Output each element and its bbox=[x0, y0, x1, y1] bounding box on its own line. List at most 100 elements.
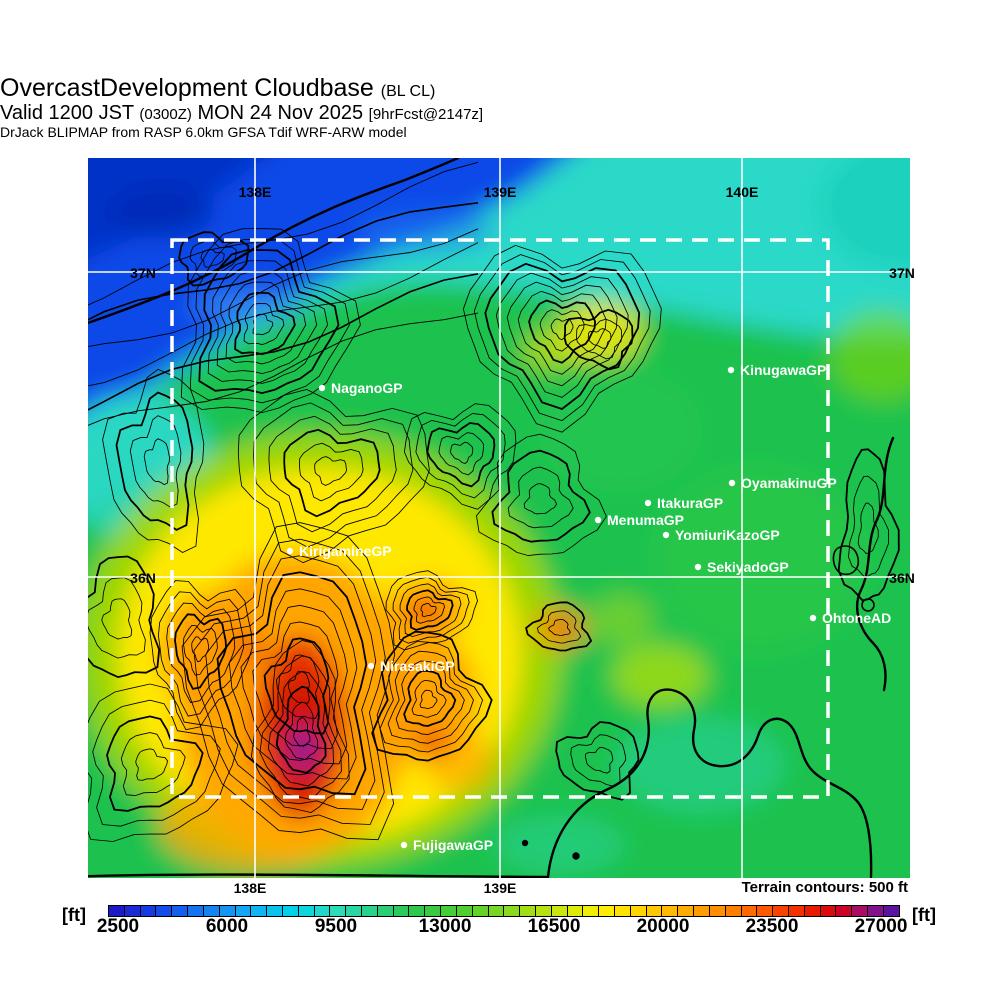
terrain-contour bbox=[495, 272, 629, 398]
terrain-contour bbox=[411, 680, 447, 718]
terrain-contour bbox=[399, 583, 462, 638]
terrain-contour bbox=[240, 604, 348, 765]
terrain-contour bbox=[403, 669, 457, 727]
site-label: NaganoGP bbox=[331, 380, 403, 396]
terrain-contour bbox=[575, 318, 623, 360]
terrain-contour bbox=[462, 244, 662, 433]
colorbar-segment bbox=[362, 906, 378, 916]
terrain-contour bbox=[243, 303, 285, 345]
terrain-contour bbox=[857, 502, 879, 554]
terrain-contour bbox=[181, 522, 396, 841]
colorbar-segment bbox=[694, 906, 710, 916]
colorbar-segment bbox=[156, 906, 173, 916]
terrain-contour bbox=[283, 428, 381, 518]
terrain-contour bbox=[216, 571, 368, 796]
colorbar-segment bbox=[883, 906, 899, 916]
colorbar-segment bbox=[219, 906, 236, 916]
colorbar-segment bbox=[172, 906, 189, 916]
terrain-contour bbox=[88, 577, 146, 659]
terrain-contour bbox=[539, 309, 585, 352]
lake-outline bbox=[832, 545, 860, 576]
terrain-contour bbox=[406, 589, 454, 631]
page-title: OvercastDevelopment Cloudbase (BL CL) bbox=[0, 76, 1000, 101]
terrain-contour bbox=[88, 555, 161, 679]
colorbar-segment bbox=[646, 906, 663, 916]
colorbar-unit-left: [ft] bbox=[62, 905, 86, 925]
colorbar-segment bbox=[267, 906, 283, 916]
terrain-contour bbox=[387, 650, 474, 744]
colorbar-segment bbox=[330, 906, 347, 916]
longitude-label: 139E bbox=[484, 184, 517, 200]
terrain-contour bbox=[525, 601, 593, 652]
site-label: KinugawaGP bbox=[740, 362, 826, 378]
colorbar-segment bbox=[551, 906, 568, 916]
colorbar-segment bbox=[678, 906, 695, 916]
terrain-contour bbox=[587, 328, 612, 349]
colorbar-segment bbox=[741, 906, 758, 916]
terrain-contour bbox=[92, 699, 221, 827]
islet bbox=[861, 598, 875, 612]
terrain-contour bbox=[473, 254, 651, 422]
title-main: OvercastDevelopment Cloudbase bbox=[0, 74, 374, 102]
terrain-contour bbox=[180, 228, 361, 414]
colorbar-segment bbox=[282, 906, 299, 916]
colorbar-segment bbox=[346, 906, 362, 916]
terrain-contour bbox=[314, 456, 348, 486]
site-dot-icon bbox=[594, 516, 602, 524]
terrain-contour bbox=[523, 483, 558, 515]
terrain-contour bbox=[88, 683, 239, 842]
valid-prefix: Valid 1200 JST bbox=[0, 102, 134, 124]
terrain-contour bbox=[198, 249, 340, 395]
site-label: SekiyadoGP bbox=[707, 559, 789, 575]
terrain-contour bbox=[88, 273, 479, 411]
site-dot-icon bbox=[286, 547, 294, 555]
colorbar-segment bbox=[630, 906, 647, 916]
colorbar-segment bbox=[425, 906, 442, 916]
terrain-contour bbox=[438, 432, 485, 476]
colorbar-segment bbox=[520, 906, 536, 916]
colorbar-segment bbox=[599, 906, 615, 916]
terrain-contour bbox=[293, 717, 311, 747]
colorbar-tick-label: 9500 bbox=[314, 916, 358, 937]
terrain-contour bbox=[491, 449, 591, 543]
colorbar-segment bbox=[615, 906, 631, 916]
valid-zulu: (0300Z) bbox=[139, 106, 192, 123]
terrain-contour bbox=[166, 602, 236, 703]
colorbar-segment bbox=[725, 906, 742, 916]
coastline-japan-sea bbox=[88, 158, 460, 325]
colorbar-tick-label: 6000 bbox=[205, 916, 249, 937]
colorbar-segment bbox=[852, 906, 868, 916]
longitude-label: 138E bbox=[239, 184, 272, 200]
colorbar-segment bbox=[488, 906, 505, 916]
title-suffix: (BL CL) bbox=[380, 83, 436, 100]
terrain-contour bbox=[268, 415, 397, 533]
colorbar-segment bbox=[140, 906, 157, 916]
terrain-contour bbox=[584, 746, 614, 774]
terrain-contour bbox=[115, 391, 194, 531]
terrain-contour bbox=[403, 403, 517, 510]
colorbar-segment bbox=[662, 906, 679, 916]
terrain-contour bbox=[548, 618, 571, 636]
terrain-contour bbox=[88, 228, 479, 347]
site-dot-icon bbox=[809, 614, 817, 622]
site-label: YomiuriKazoGP bbox=[675, 527, 780, 543]
terrain-contour bbox=[506, 281, 618, 387]
terrain-contour bbox=[426, 422, 496, 488]
colorbar-segment bbox=[409, 906, 426, 916]
terrain-contour bbox=[298, 442, 364, 502]
site-dot-icon bbox=[694, 563, 702, 571]
terrain-contour bbox=[284, 701, 319, 760]
terrain-contour bbox=[371, 630, 493, 762]
site-dot-icon bbox=[727, 366, 735, 374]
terrain-contour bbox=[263, 637, 330, 735]
site-dot-icon bbox=[728, 479, 736, 487]
colorbar-segment bbox=[393, 906, 410, 916]
colorbar-tick-label: 27000 bbox=[854, 916, 908, 937]
colorbar-segment bbox=[709, 906, 726, 916]
colorbar-segment bbox=[535, 906, 552, 916]
terrain-contour bbox=[178, 231, 250, 287]
site-dot-icon bbox=[644, 499, 652, 507]
terrain-contour bbox=[275, 654, 320, 719]
